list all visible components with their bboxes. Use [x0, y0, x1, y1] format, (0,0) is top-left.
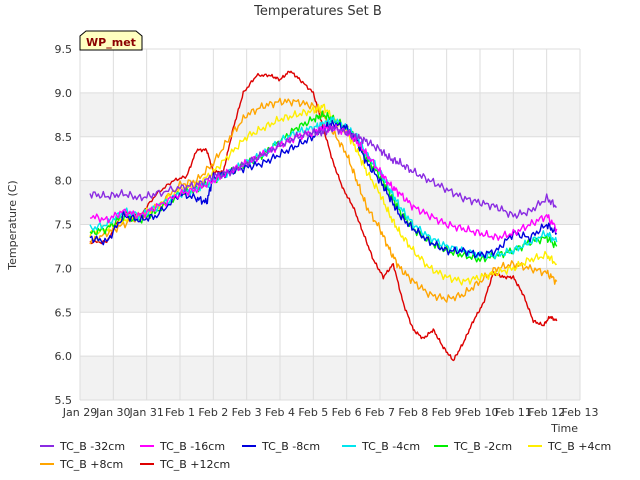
- y-tick-label: 6.0: [55, 350, 73, 363]
- x-tick-label: Feb 13: [562, 406, 599, 419]
- x-tick-label: Feb 4: [265, 406, 295, 419]
- y-tick-label: 7.5: [55, 219, 73, 232]
- station-badge-label: WP_met: [86, 36, 136, 49]
- x-tick-label: Feb 7: [365, 406, 395, 419]
- series-line: [89, 119, 558, 259]
- x-tick-label: Feb 8: [398, 406, 428, 419]
- y-axis-label: Temperature (C): [6, 180, 19, 270]
- y-tick-label: 5.5: [55, 394, 73, 407]
- legend-label: TC_B +4cm: [547, 440, 611, 453]
- station-badge: WP_met: [79, 30, 143, 51]
- x-tick-label: Jan 31: [128, 406, 163, 419]
- chart-title: Temperatures Set B: [253, 4, 382, 19]
- x-tick-label: Feb 6: [332, 406, 362, 419]
- y-tick-label: 8.0: [55, 175, 73, 188]
- y-tick-label: 9.5: [55, 43, 73, 56]
- legend-label: TC_B -4cm: [361, 440, 420, 453]
- legend-label: TC_B +12cm: [159, 458, 230, 471]
- x-tick-label: Feb 11: [495, 406, 532, 419]
- legend-label: TC_B -16cm: [159, 440, 225, 453]
- x-tick-label: Feb 3: [232, 406, 262, 419]
- x-tick-label: Feb 5: [298, 406, 328, 419]
- x-tick-label: Jan 30: [95, 406, 130, 419]
- legend-label: TC_B -32cm: [59, 440, 125, 453]
- y-tick-label: 9.0: [55, 87, 73, 100]
- series-line: [89, 124, 557, 219]
- y-tick-label: 8.5: [55, 131, 73, 144]
- grid-band: [80, 268, 580, 313]
- x-tick-label: Jan 29: [62, 406, 97, 419]
- x-tick-label: Feb 1: [165, 406, 195, 419]
- grid-band: [80, 356, 580, 400]
- x-tick-label: Feb 2: [198, 406, 228, 419]
- legend: TC_B -32cm TC_B -16cm TC_B -8cm TC_B -4cm TC…: [40, 440, 611, 471]
- legend-label: TC_B +8cm: [59, 458, 123, 471]
- x-tick-label: Feb 10: [462, 406, 499, 419]
- x-tick-label: Feb 12: [528, 406, 565, 419]
- legend-label: TC_B -8cm: [261, 440, 320, 453]
- grid-lines: [79, 48, 581, 401]
- series-lines: [89, 70, 558, 362]
- series-line: [89, 97, 558, 303]
- y-tick-label: 7.0: [55, 262, 73, 275]
- grid-band: [80, 180, 580, 225]
- y-tick-labels: 5.5 6.0 6.5 7.0 7.5 8.0 8.5 9.0 9.5: [55, 43, 73, 407]
- legend-label: TC_B -2cm: [453, 440, 512, 453]
- x-tick-label: Feb 9: [432, 406, 462, 419]
- x-axis-label: Time: [550, 422, 578, 435]
- series-line: [89, 70, 558, 362]
- y-tick-label: 6.5: [55, 306, 73, 319]
